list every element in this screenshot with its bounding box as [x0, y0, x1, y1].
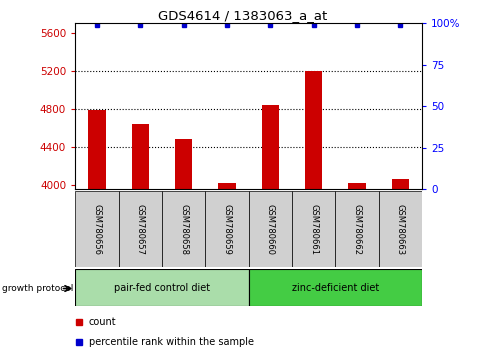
Text: GSM780661: GSM780661 [308, 204, 318, 255]
Text: GSM780660: GSM780660 [265, 204, 274, 255]
Bar [248, 191, 291, 267]
Bar [391, 179, 408, 189]
Text: growth protocol: growth protocol [2, 284, 74, 293]
Bar [248, 269, 421, 306]
Bar [205, 191, 248, 267]
Bar [88, 109, 106, 189]
Text: GSM780662: GSM780662 [352, 204, 361, 255]
Text: GSM780659: GSM780659 [222, 204, 231, 255]
Text: GSM780657: GSM780657 [136, 204, 144, 255]
Bar [218, 183, 235, 189]
Text: GDS4614 / 1383063_a_at: GDS4614 / 1383063_a_at [158, 9, 326, 22]
Text: GSM780658: GSM780658 [179, 204, 188, 255]
Bar [348, 183, 365, 189]
Text: GSM780656: GSM780656 [92, 204, 101, 255]
Text: count: count [89, 318, 116, 327]
Bar [75, 191, 118, 267]
Text: pair-fed control diet: pair-fed control diet [114, 282, 210, 293]
Bar [131, 124, 149, 189]
Bar [378, 191, 421, 267]
Bar [118, 191, 162, 267]
Text: GSM780663: GSM780663 [395, 204, 404, 255]
Bar [334, 191, 378, 267]
Bar [291, 191, 334, 267]
Text: percentile rank within the sample: percentile rank within the sample [89, 337, 253, 347]
Text: zinc-deficient diet: zinc-deficient diet [291, 282, 378, 293]
Bar [261, 105, 278, 189]
Bar [304, 70, 321, 189]
Bar [75, 269, 248, 306]
Bar [162, 191, 205, 267]
Bar [175, 139, 192, 189]
